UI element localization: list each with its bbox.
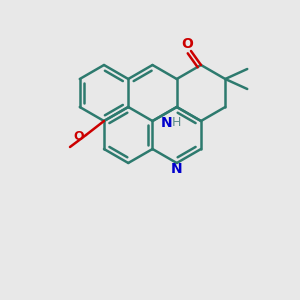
Text: H: H xyxy=(172,116,181,130)
Text: O: O xyxy=(74,130,84,143)
Text: N: N xyxy=(161,116,172,130)
Text: N: N xyxy=(171,162,183,176)
Text: O: O xyxy=(181,37,193,51)
